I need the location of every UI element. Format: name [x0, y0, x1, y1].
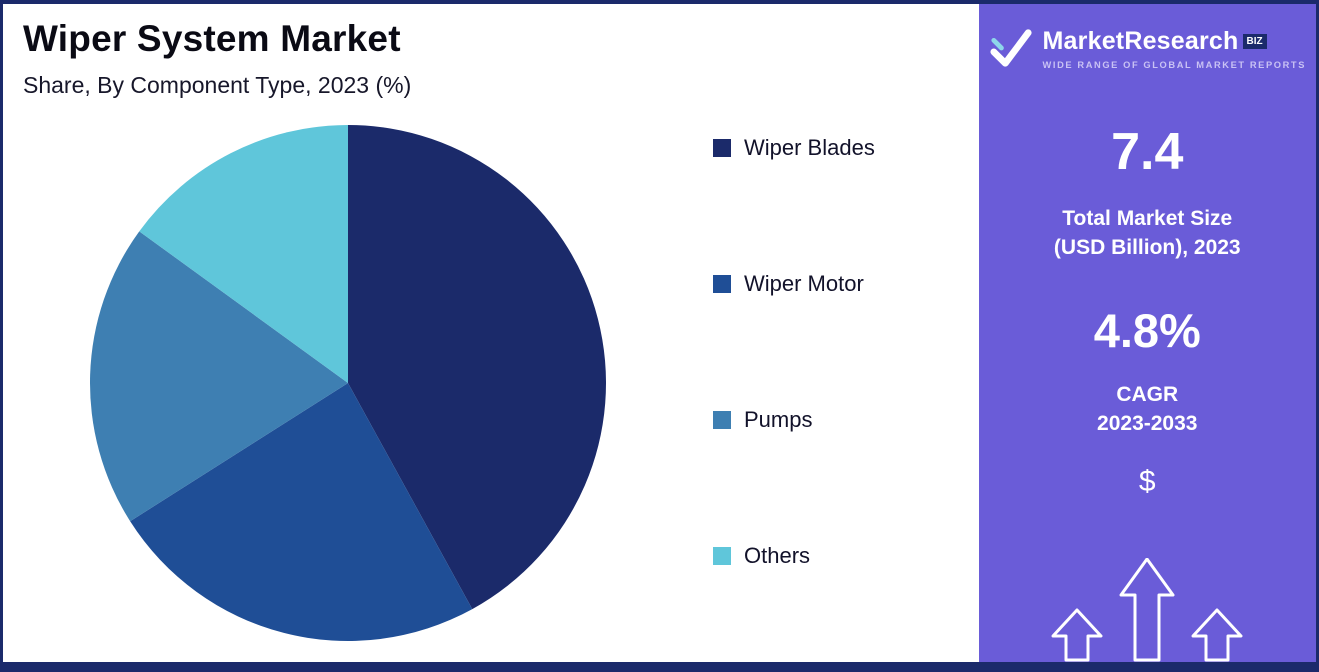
legend-item-wiper-motor: Wiper Motor — [713, 270, 875, 297]
legend-item-pumps: Pumps — [713, 406, 875, 433]
market-size-value: 7.4 — [1111, 123, 1184, 181]
sidebar: MarketResearch BIZ WIDE RANGE OF GLOBAL … — [978, 4, 1316, 662]
legend-swatch — [713, 546, 731, 565]
brand-name: MarketResearch — [1042, 26, 1239, 55]
chart-subtitle: Share, By Component Type, 2023 (%) — [23, 72, 412, 98]
cagr-label-line2: 2023-2033 — [1097, 412, 1198, 436]
legend-swatch — [713, 410, 731, 429]
growth-arrows-icon — [1051, 558, 1243, 662]
cagr-label: CAGR 2023-2033 — [1097, 380, 1197, 439]
page-title: Wiper System Market — [23, 18, 401, 59]
pie-slice-wiper-motor — [130, 383, 473, 642]
growth-arrow-middle — [1119, 558, 1175, 662]
market-size-label: Total Market Size (USD Billion), 2023 — [1054, 204, 1241, 263]
legend-swatch — [713, 274, 731, 293]
pie-chart — [89, 124, 607, 642]
logo-text: MarketResearch BIZ WIDE RANGE OF GLOBAL … — [1043, 27, 1306, 70]
dollar-symbol: $ — [1138, 464, 1156, 498]
pie-slice-wiper-blades — [348, 125, 607, 610]
chart-panel: Wiper System Market Share, By Component … — [3, 4, 979, 662]
legend-label: Wiper Motor — [744, 270, 864, 296]
legend-label: Others — [744, 542, 811, 568]
legend: Wiper Blades Wiper Motor Pumps Others — [713, 134, 875, 569]
cagr-label-line1: CAGR — [1116, 382, 1179, 406]
pie-svg — [89, 125, 607, 642]
cagr-value: 4.8% — [1093, 303, 1201, 357]
pie-slice-pumps — [89, 231, 348, 522]
pie-slice-others — [139, 125, 348, 383]
legend-item-wiper-blades: Wiper Blades — [713, 134, 875, 161]
logo: MarketResearch BIZ WIDE RANGE OF GLOBAL … — [989, 26, 1306, 70]
brand-tagline: WIDE RANGE OF GLOBAL MARKET REPORTS — [1042, 59, 1306, 70]
market-size-label-line1: Total Market Size — [1062, 207, 1233, 230]
legend-label: Wiper Blades — [744, 134, 875, 160]
legend-item-others: Others — [713, 542, 875, 569]
brand-suffix-badge: BIZ — [1242, 33, 1267, 49]
legend-label: Pumps — [744, 406, 813, 432]
logo-icon — [989, 29, 1032, 67]
market-size-label-line2: (USD Billion), 2023 — [1053, 236, 1241, 260]
growth-arrow-right — [1191, 608, 1243, 662]
legend-swatch — [713, 138, 731, 157]
growth-arrow-left — [1051, 608, 1103, 662]
